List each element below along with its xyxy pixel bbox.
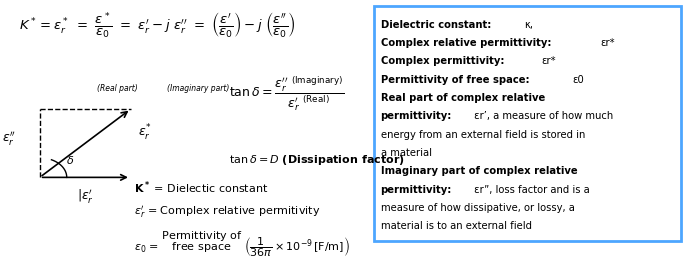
Text: $\tan\delta = \dfrac{\varepsilon^{\prime\prime}_{r}\ ^{\rm(Imaginary)}}{\varepsi: $\tan\delta = \dfrac{\varepsilon^{\prime… — [229, 75, 344, 113]
Text: permittivity:: permittivity: — [380, 185, 452, 195]
Text: εr*: εr* — [541, 56, 556, 66]
Text: κ,: κ, — [524, 20, 533, 30]
Text: Permittivity of free space:: Permittivity of free space: — [380, 75, 533, 85]
Text: Real part of complex relative: Real part of complex relative — [380, 93, 545, 103]
Text: (Imaginary part): (Imaginary part) — [167, 84, 229, 93]
Text: $\boldsymbol{\varepsilon^{\prime}_{r}}$ = Complex relative permitivity: $\boldsymbol{\varepsilon^{\prime}_{r}}$ … — [134, 204, 320, 220]
Text: εr”, loss factor and is a: εr”, loss factor and is a — [471, 185, 590, 195]
Text: εr’, a measure of how much: εr’, a measure of how much — [471, 111, 613, 122]
Text: Complex relative permittivity:: Complex relative permittivity: — [380, 38, 555, 48]
Text: $\varepsilon^{\prime\prime}_{r}$: $\varepsilon^{\prime\prime}_{r}$ — [2, 129, 16, 147]
Text: $\mathit{K}^* = \varepsilon^*_r\ =\ \dfrac{\varepsilon^*}{\varepsilon_0}$$\ =\ \: $\mathit{K}^* = \varepsilon^*_r\ =\ \dfr… — [19, 11, 296, 41]
Text: Imaginary part of complex relative: Imaginary part of complex relative — [380, 166, 577, 176]
FancyBboxPatch shape — [374, 6, 681, 241]
Text: ε0: ε0 — [573, 75, 584, 85]
Text: $\tan\delta = D$ (Dissipation factor): $\tan\delta = D$ (Dissipation factor) — [229, 153, 404, 167]
Text: $\boldsymbol{\varepsilon_0}$ = $\substack{\rm Permittivity\ of\\ \rm free\ space: $\boldsymbol{\varepsilon_0}$ = $\substac… — [134, 229, 350, 259]
Text: $| \varepsilon^{\prime}_{r}$: $| \varepsilon^{\prime}_{r}$ — [76, 187, 94, 205]
Text: $\varepsilon^{*}_{r}$: $\varepsilon^{*}_{r}$ — [138, 123, 151, 143]
Text: permittivity:: permittivity: — [380, 111, 452, 122]
Text: measure of how dissipative, or lossy, a: measure of how dissipative, or lossy, a — [380, 203, 575, 213]
Text: Complex permittivity:: Complex permittivity: — [380, 56, 508, 66]
Text: a material: a material — [380, 148, 431, 158]
Text: Dielectric constant:: Dielectric constant: — [380, 20, 495, 30]
Text: $\mathbf{K^*}$ = Dielectic constant: $\mathbf{K^*}$ = Dielectic constant — [134, 180, 269, 196]
Text: $\delta$: $\delta$ — [66, 154, 74, 166]
Text: εr*: εr* — [600, 38, 615, 48]
Text: energy from an external field is stored in: energy from an external field is stored … — [380, 130, 585, 140]
Text: material is to an external field: material is to an external field — [380, 221, 531, 231]
Text: (Real part): (Real part) — [97, 84, 138, 93]
